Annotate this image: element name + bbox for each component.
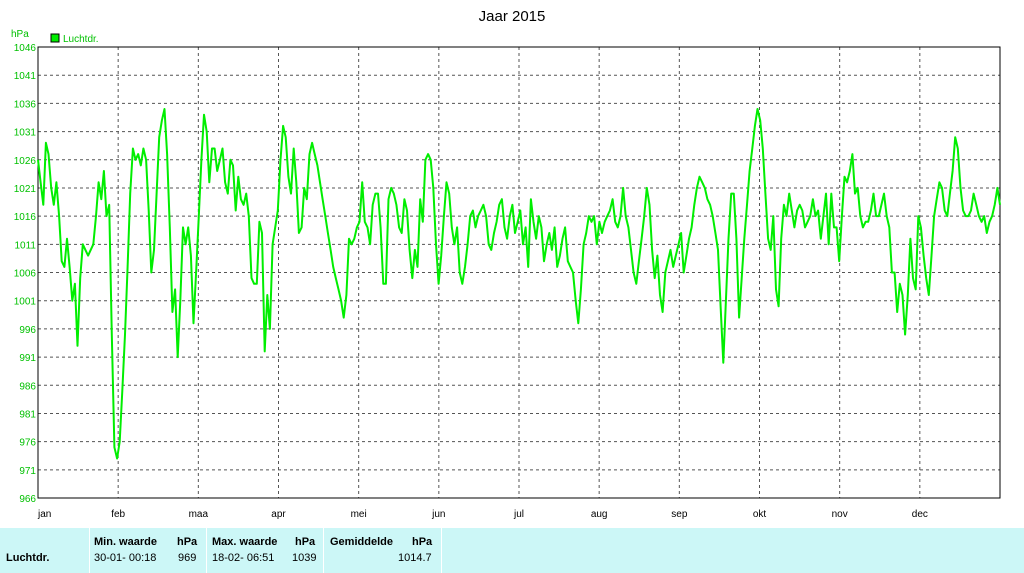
avg-value: 1014.7 [398, 552, 432, 564]
stats-divider [323, 528, 324, 573]
chart-title: Jaar 2015 [479, 8, 546, 25]
y-tick-label: 986 [19, 381, 36, 392]
plot-area [37, 46, 1001, 499]
y-tick-label: 1006 [14, 269, 37, 280]
min-time: 30-01- 00:18 [94, 552, 157, 564]
y-tick-label: 981 [19, 409, 36, 420]
x-tick-label-jun: jun [431, 509, 445, 520]
y-tick-label: 1016 [14, 212, 37, 223]
x-tick-label-jan: jan [37, 509, 51, 520]
x-tick-label-feb: feb [111, 509, 125, 520]
legend-label: Luchtdr. [63, 34, 99, 45]
y-tick-label: 1046 [14, 43, 37, 54]
y-tick-label: 1001 [14, 297, 37, 308]
y-tick-label: 1036 [14, 99, 37, 110]
x-tick-label-apr: apr [271, 509, 286, 520]
x-tick-label-aug: aug [591, 509, 608, 520]
max-time: 18-02- 06:51 [212, 552, 275, 564]
y-tick-label: 1041 [14, 71, 37, 82]
y-tick-label: 971 [19, 466, 36, 477]
y-tick-label: 976 [19, 438, 36, 449]
avg-unit: hPa [412, 536, 433, 548]
stats-divider [206, 528, 207, 573]
max-header: Max. waarde [212, 536, 278, 548]
y-tick-label: 1026 [14, 156, 37, 167]
x-tick-label-dec: dec [912, 509, 928, 520]
x-tick-label-nov: nov [832, 509, 848, 520]
min-unit: hPa [177, 536, 198, 548]
y-tick-label: 1021 [14, 184, 37, 195]
stats-divider [89, 528, 90, 573]
x-tick-label-mei: mei [351, 509, 367, 520]
max-value: 1039 [292, 552, 317, 564]
avg-header: Gemiddelde [330, 536, 393, 548]
y-tick-label: 1031 [14, 128, 37, 139]
chart: Jaar 2015 hPa Luchtdr. 966 971 976 981 986 99… [11, 8, 1001, 520]
stats-divider [441, 528, 442, 573]
x-tick-label-okt: okt [753, 509, 767, 520]
x-tick-label-jul: jul [513, 509, 524, 520]
max-unit: hPa [295, 536, 316, 548]
min-header: Min. waarde [94, 536, 157, 548]
y-tick-label: 991 [19, 353, 36, 364]
stats-row-label: Luchtdr. [6, 552, 50, 564]
y-tick-label: 1011 [14, 240, 36, 251]
min-value: 969 [178, 552, 197, 564]
y-unit-label: hPa [11, 29, 29, 40]
stats-panel: Luchtdr. Min. waarde hPa 30-01- 00:18 96… [0, 528, 1024, 573]
series-line-luchtdr [37, 108, 1001, 460]
y-tick-label: 966 [19, 494, 36, 505]
y-axis-ticks: 966 971 976 981 986 991 996 1001 1006 1011 1016 102… [14, 43, 37, 505]
x-tick-label-sep: sep [671, 509, 688, 520]
y-tick-label: 996 [19, 325, 36, 336]
legend-swatch [50, 33, 60, 43]
x-axis-ticks: jan feb maa apr mei jun jul aug sep okt nov dec [37, 509, 928, 520]
x-tick-label-maa: maa [189, 509, 209, 520]
